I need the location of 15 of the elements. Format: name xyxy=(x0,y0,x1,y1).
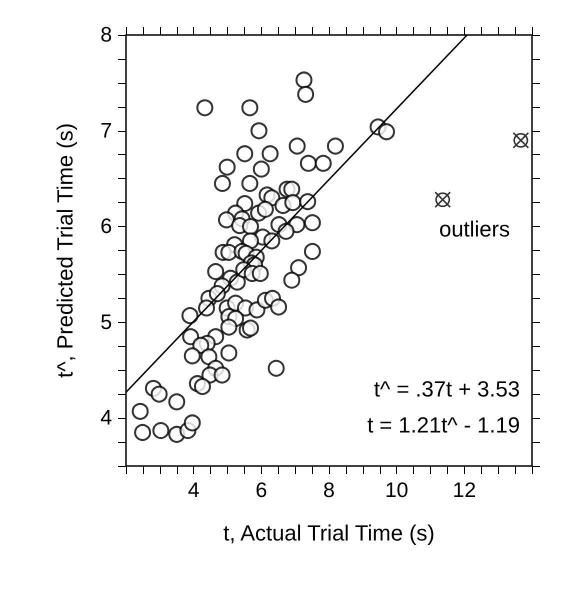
y-tick-label: 4 xyxy=(100,406,112,430)
y-tick-label: 5 xyxy=(100,310,112,334)
x-tick-label: 8 xyxy=(323,479,335,502)
x-tick-label: 6 xyxy=(255,479,268,502)
annotation: t = 1.21t^ - 1.19 xyxy=(367,412,520,438)
x-tick-label: 12 xyxy=(452,479,476,502)
x-tick-label: 4 xyxy=(188,479,200,502)
y-tick-label: 7 xyxy=(100,119,112,142)
y-tick-label: 8 xyxy=(100,24,112,46)
x-axis-title: t, Actual Trial Time (s) xyxy=(223,520,435,546)
x-tick-label: 10 xyxy=(384,479,408,502)
annotation: outliers xyxy=(439,216,510,242)
y-tick-label: 6 xyxy=(100,215,112,238)
y-axis-title: t^, Predicted Trial Time (s) xyxy=(52,123,78,378)
annotation: t^ = .37t + 3.53 xyxy=(374,376,520,402)
